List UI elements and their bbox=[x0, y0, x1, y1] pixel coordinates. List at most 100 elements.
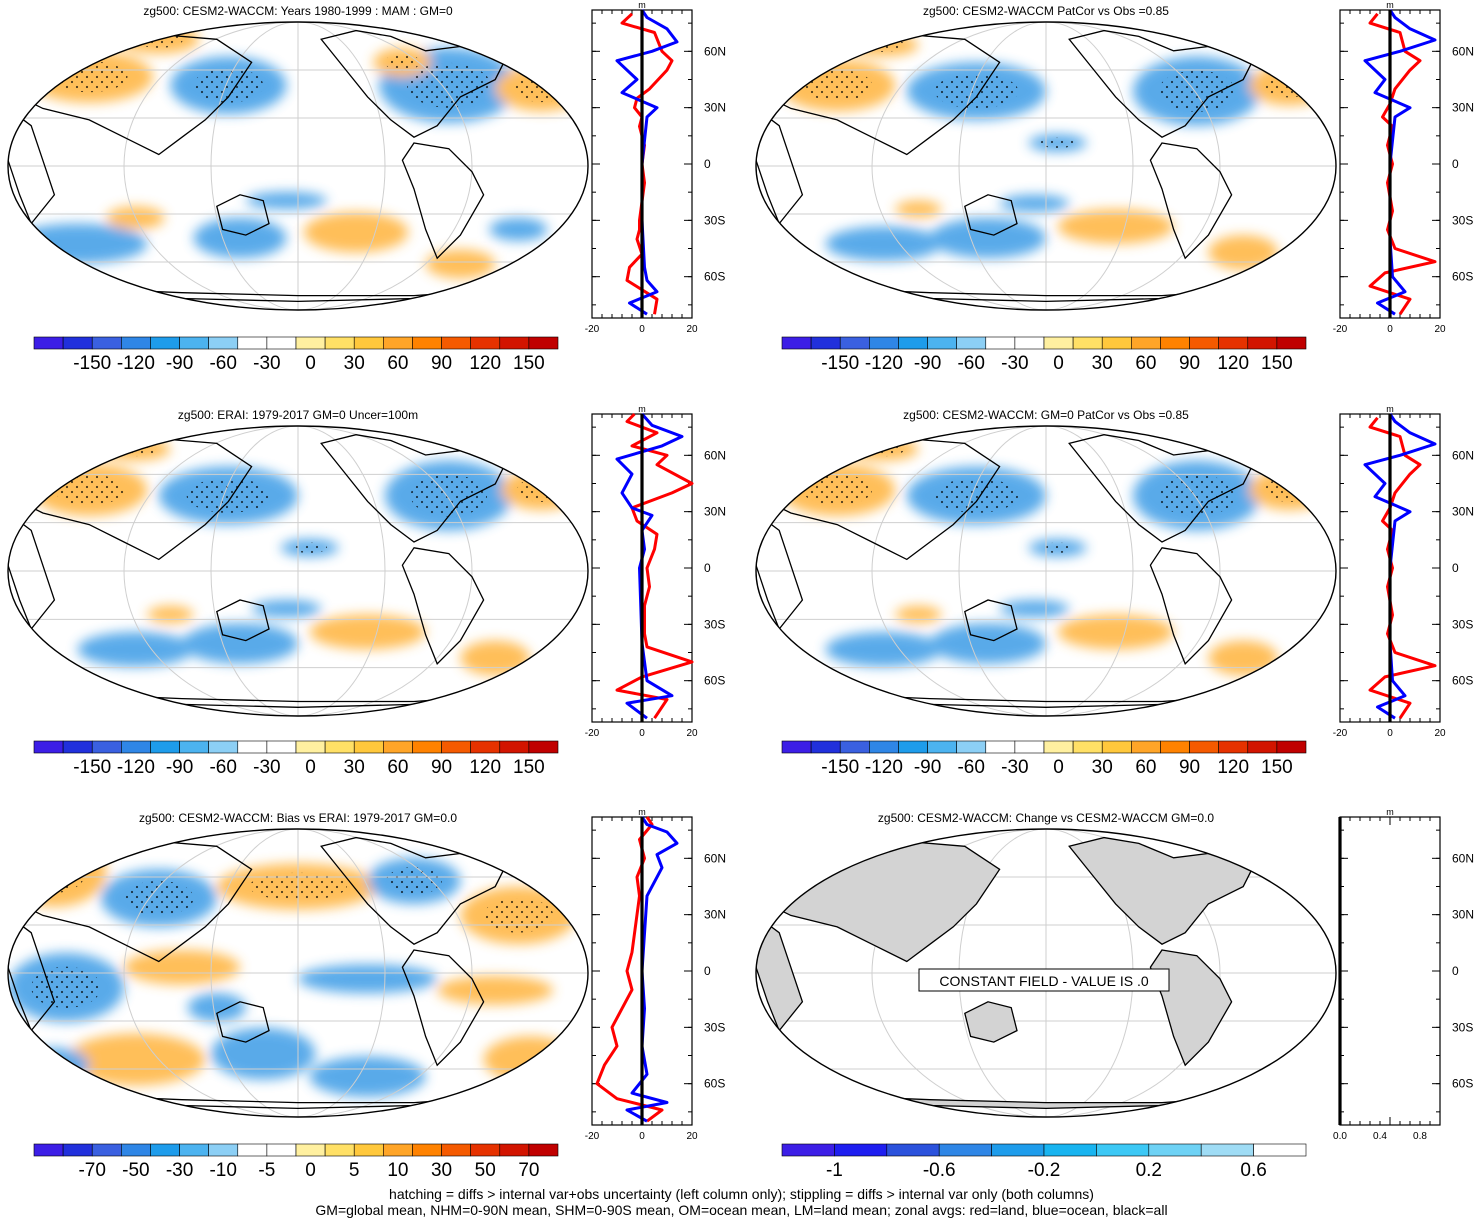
continent-outline bbox=[8, 107, 56, 225]
colorbar-label: 90 bbox=[431, 757, 452, 778]
map-panel-6: zg500: CESM2-WACCM: Change vs CESM2-WACC… bbox=[755, 811, 1337, 1118]
colorbar-box bbox=[1043, 740, 1074, 754]
colorbar-box bbox=[237, 740, 268, 754]
zonal-profile-4: m -20 0 20 60N 30N 0 30S 60S bbox=[1333, 404, 1474, 739]
colorbar-box bbox=[412, 740, 442, 754]
profile-frame bbox=[1339, 816, 1441, 1126]
anomaly-blob bbox=[124, 949, 240, 985]
continent-outline bbox=[8, 914, 56, 1032]
profile-lat-label: 30S bbox=[704, 213, 725, 227]
stipple-area bbox=[292, 542, 327, 554]
colorbar-box bbox=[324, 336, 355, 350]
anomaly-blob bbox=[8, 223, 148, 264]
zonal-profile-5: m -20 0 20 60N 30N 0 30S 60S bbox=[585, 807, 726, 1142]
continent-outline bbox=[756, 511, 804, 631]
colorbar-label: 90 bbox=[431, 353, 452, 374]
colorbar-box bbox=[324, 1143, 355, 1157]
colorbar-box bbox=[1043, 1143, 1097, 1157]
colorbar-label: -120 bbox=[117, 757, 155, 778]
constant-field-label: CONSTANT FIELD - VALUE IS .0 bbox=[939, 973, 1148, 989]
colorbar-label: -0.6 bbox=[923, 1160, 956, 1181]
colorbar-box bbox=[956, 336, 987, 350]
colorbar-box bbox=[179, 1143, 209, 1157]
continent-outline bbox=[401, 547, 485, 665]
colorbar-label: -120 bbox=[865, 353, 903, 374]
colorbar-box bbox=[781, 740, 812, 754]
continent-outline bbox=[1068, 836, 1256, 945]
colorbar-label: -60 bbox=[209, 353, 236, 374]
profile-x-tick-label: 0 bbox=[1387, 324, 1393, 335]
colorbar-label: 60 bbox=[387, 757, 408, 778]
profile-lat-label: 30S bbox=[704, 617, 725, 631]
profile-lat-label: 0 bbox=[1452, 964, 1459, 978]
profile-lat-label: 60N bbox=[704, 44, 726, 58]
zonal-profile-2: m -20 0 20 60N 30N 0 30S 60S bbox=[1333, 0, 1474, 335]
colorbar-label: -30 bbox=[253, 757, 280, 778]
profile-lat-label: 0 bbox=[1452, 157, 1459, 171]
colorbar-box bbox=[1014, 336, 1045, 350]
anomaly-blob bbox=[999, 600, 1070, 618]
colorbar-label: -150 bbox=[821, 353, 859, 374]
zonal-profile-3: m -20 0 20 60N 30N 0 30S 60S bbox=[585, 404, 726, 739]
anomaly-blob bbox=[1057, 209, 1174, 244]
colorbar-box bbox=[1189, 740, 1219, 754]
colorbar-label: 60 bbox=[1135, 757, 1156, 778]
profile-x-tick-label: 0 bbox=[1387, 728, 1393, 739]
continent-outline bbox=[401, 142, 485, 260]
stipple-area bbox=[31, 966, 101, 1009]
anomaly-blob bbox=[1208, 640, 1278, 676]
colorbar-label: 30 bbox=[1092, 353, 1113, 374]
colorbar-box bbox=[1160, 336, 1190, 350]
colorbar-label: -120 bbox=[865, 757, 903, 778]
profile-x-tick-label: 20 bbox=[1434, 728, 1446, 739]
colorbar-label: 120 bbox=[469, 757, 501, 778]
colorbar-box bbox=[898, 740, 928, 754]
stipple-area bbox=[862, 442, 905, 457]
profile-x-tick-label: 0 bbox=[639, 324, 645, 335]
stipple-area bbox=[934, 73, 1019, 109]
colorbar-box bbox=[62, 740, 93, 754]
colorbar-box bbox=[1247, 336, 1278, 350]
colorbar-box bbox=[839, 740, 870, 754]
colorbar-label: 30 bbox=[431, 1160, 452, 1181]
ocean-zonal-mean-line bbox=[625, 816, 679, 1123]
map-panel-2: zg500: CESM2-WACCM PatCor vs Obs =0.85 bbox=[755, 4, 1337, 311]
colorbar-box bbox=[528, 740, 559, 754]
colorbar-label: -50 bbox=[122, 1160, 149, 1181]
stipple-area bbox=[483, 898, 554, 933]
stipple-area bbox=[802, 474, 872, 506]
colorbar-box bbox=[412, 1143, 442, 1157]
stipple-area bbox=[802, 69, 872, 101]
profile-unit: m bbox=[1386, 404, 1394, 414]
colorbar-label: -1 bbox=[826, 1160, 843, 1181]
panel-title: zg500: CESM2-WACCM: Years 1980-1999 : MA… bbox=[143, 4, 453, 18]
profile-lat-label: 30N bbox=[1452, 908, 1474, 922]
anomaly-blob bbox=[303, 212, 409, 253]
stipple-area bbox=[410, 474, 488, 517]
profile-x-tick-label: -20 bbox=[1333, 324, 1348, 335]
colorbar-label: -60 bbox=[957, 757, 984, 778]
colorbar-label: 70 bbox=[518, 1160, 539, 1181]
colorbar-label: -70 bbox=[78, 1160, 105, 1181]
continent-outline bbox=[1149, 142, 1233, 260]
colorbar-3: -150 -120 -90 -60 -30 0 30 60 90 120 150 bbox=[33, 740, 559, 778]
colorbar-box bbox=[1131, 336, 1161, 350]
stipple-area bbox=[1040, 542, 1075, 554]
stipple-area bbox=[124, 880, 194, 916]
continent-outline bbox=[756, 107, 804, 225]
colorbar-label: -90 bbox=[166, 757, 193, 778]
colorbar-box bbox=[1072, 336, 1103, 350]
meridian-line bbox=[123, 829, 473, 1117]
colorbar-label: -30 bbox=[1001, 353, 1028, 374]
colorbar-label: -150 bbox=[73, 353, 111, 374]
colorbar-label: -30 bbox=[253, 353, 280, 374]
profile-x-tick-label: -20 bbox=[1333, 728, 1348, 739]
colorbar-box bbox=[470, 336, 501, 350]
map-panel-1: zg500: CESM2-WACCM: Years 1980-1999 : MA… bbox=[7, 4, 589, 311]
colorbar-label: 5 bbox=[349, 1160, 360, 1181]
anomaly-blob bbox=[489, 217, 548, 241]
colorbar-label: 0 bbox=[305, 757, 316, 778]
colorbar-box bbox=[1253, 1143, 1307, 1157]
profile-lat-label: 60N bbox=[1452, 851, 1474, 865]
stipple-area bbox=[407, 62, 491, 108]
